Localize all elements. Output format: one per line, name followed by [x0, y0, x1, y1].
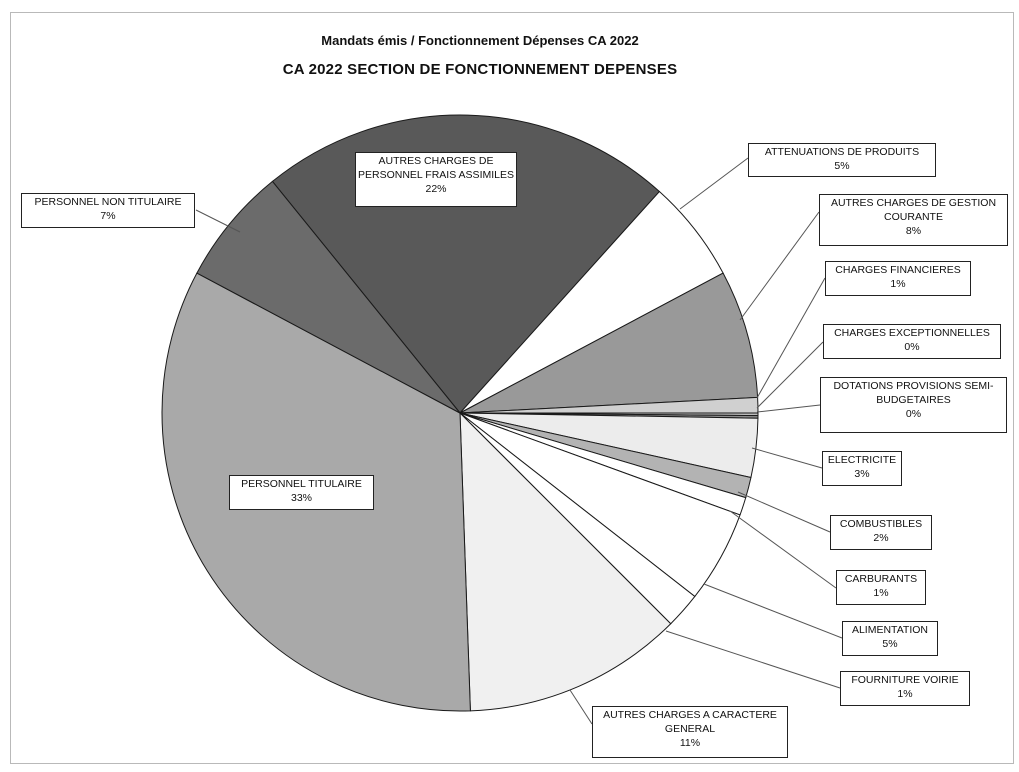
pie-slice-3: [459, 272, 759, 414]
slice-label-name: ELECTRICITE: [827, 454, 897, 466]
slice-label-percent: 1%: [873, 587, 889, 599]
leader-line-10: [703, 583, 843, 639]
slice-label-name: AUTRES CHARGES DE GESTION COURANTE: [830, 197, 997, 223]
slice-label-6: DOTATIONS PROVISIONS SEMI-BUDGETAIRES 0%: [820, 377, 1007, 433]
slice-label-percent: 33%: [290, 492, 312, 504]
slice-label-10: ALIMENTATION 5%: [842, 621, 938, 656]
leader-line-3: [739, 211, 820, 321]
leader-line-8: [737, 491, 831, 533]
leader-line-2: [679, 157, 749, 210]
slice-label-name: ALIMENTATION: [851, 624, 929, 636]
slice-label-name: AUTRES CHARGES A CARACTERE GENERAL: [603, 709, 777, 735]
slice-label-name: DOTATIONS PROVISIONS SEMI-BUDGETAIRES: [833, 380, 994, 406]
slice-label-name: CARBURANTS: [844, 573, 918, 585]
chart-title: Mandats émis / Fonctionnement Dépenses C…: [321, 33, 639, 48]
slice-label-percent: 8%: [905, 225, 922, 237]
leader-line-11: [665, 630, 841, 689]
slice-label-2: ATTENUATIONS DE PRODUITS 5%: [748, 143, 936, 177]
slice-label-percent: 22%: [425, 183, 447, 195]
slice-label-name: CHARGES FINANCIERES: [835, 264, 961, 276]
slice-label-13: PERSONNEL TITULAIRE 33%: [229, 475, 374, 510]
leader-line-5: [756, 341, 824, 409]
slice-label-percent: 2%: [873, 532, 889, 544]
slice-label-percent: 3%: [854, 468, 870, 480]
pie-slice-14: [196, 180, 461, 414]
slice-label-percent: 0%: [905, 408, 922, 420]
slice-label-name: FOURNITURE VOIRIE: [851, 674, 959, 686]
leader-line-9: [729, 510, 837, 589]
chart-subtitle: CA 2022 SECTION DE FONCTIONNEMENT DEPENS…: [282, 61, 678, 78]
slice-label-name: AUTRES CHARGES DE PERSONNEL FRAIS ASSIMI…: [358, 155, 514, 181]
leader-line-12: [569, 689, 593, 725]
leader-line-14: [195, 209, 241, 233]
slice-label-percent: 1%: [897, 688, 913, 700]
slice-label-9: CARBURANTS 1%: [836, 570, 926, 605]
slice-label-percent: 5%: [834, 160, 850, 172]
slice-label-percent: 5%: [882, 638, 898, 650]
leader-line-4: [756, 277, 826, 399]
slice-label-name: PERSONNEL TITULAIRE: [241, 478, 362, 490]
slice-label-percent: 7%: [100, 210, 116, 222]
slice-label-name: COMBUSTIBLES: [839, 518, 923, 530]
slice-label-percent: 1%: [890, 278, 906, 290]
chart-frame: [10, 12, 1014, 764]
slice-label-3: AUTRES CHARGES DE GESTION COURANTE 8%: [819, 194, 1008, 246]
slice-label-11: FOURNITURE VOIRIE 1%: [840, 671, 970, 706]
slice-label-percent: 11%: [679, 737, 701, 749]
leader-line-7: [751, 447, 823, 469]
slice-label-percent: 0%: [904, 341, 920, 353]
slice-label-name: ATTENUATIONS DE PRODUITS: [764, 146, 920, 158]
leader-line-6: [756, 404, 821, 413]
slice-label-4: CHARGES FINANCIERES 1%: [825, 261, 971, 296]
slice-label-1: AUTRES CHARGES DE PERSONNEL FRAIS ASSIMI…: [355, 152, 517, 207]
pie-slice-12: [459, 411, 672, 712]
slice-label-14: PERSONNEL NON TITULAIRE 7%: [21, 193, 195, 228]
slice-label-name: PERSONNEL NON TITULAIRE: [34, 196, 182, 208]
slice-label-12: AUTRES CHARGES A CARACTERE GENERAL 11%: [592, 706, 788, 758]
slice-label-8: COMBUSTIBLES 2%: [830, 515, 932, 550]
slice-label-name: CHARGES EXCEPTIONNELLES: [834, 327, 990, 339]
slice-label-5: CHARGES EXCEPTIONNELLES 0%: [823, 324, 1001, 359]
slice-label-7: ELECTRICITE 3%: [822, 451, 902, 486]
